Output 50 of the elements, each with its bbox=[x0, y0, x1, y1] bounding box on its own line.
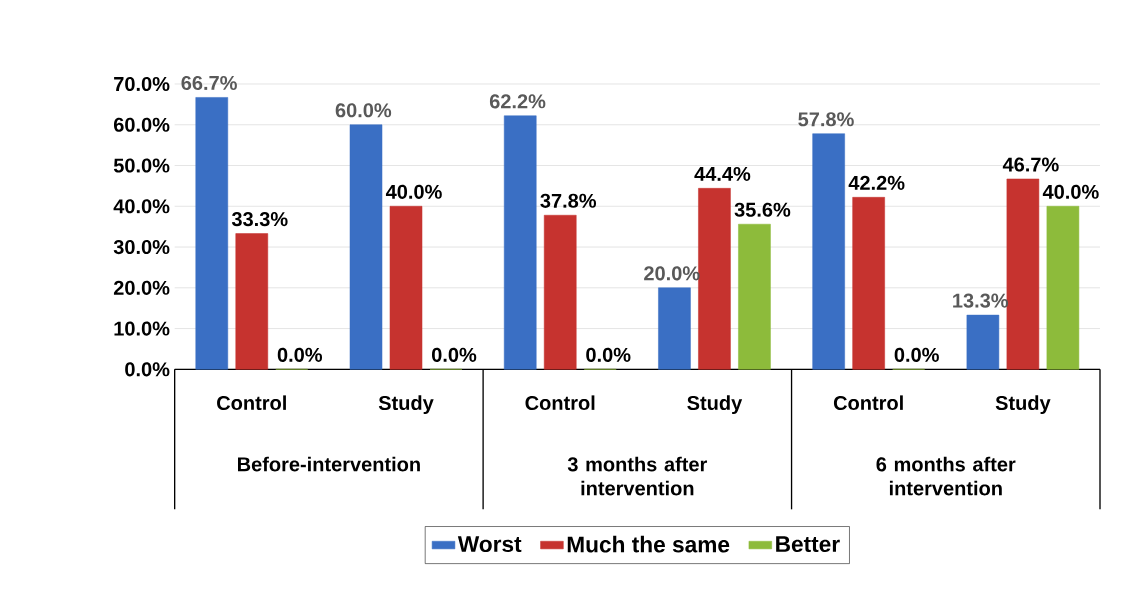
y-tick-label: 50.0% bbox=[113, 158, 170, 173]
bar bbox=[543, 215, 577, 370]
data-label: 62.2% bbox=[489, 94, 546, 109]
x-tick-label: Control bbox=[525, 395, 595, 411]
data-label: 42.2% bbox=[848, 175, 905, 191]
text: 3 months after intervention bbox=[567, 456, 708, 496]
bar bbox=[852, 197, 885, 370]
data-label: 37.8% bbox=[540, 193, 597, 209]
bar bbox=[812, 133, 845, 370]
data-label: 66.7% bbox=[181, 76, 237, 91]
y-tick-label: 0.0% bbox=[125, 362, 170, 377]
bar bbox=[698, 188, 731, 370]
bar bbox=[1006, 178, 1040, 370]
data-label: 57.8% bbox=[798, 112, 854, 127]
data-label: 0.0% bbox=[894, 347, 939, 363]
bar bbox=[503, 115, 537, 370]
data-label: 0.0% bbox=[586, 347, 631, 363]
legend-label: Worst bbox=[457, 536, 522, 553]
legend-label: Better bbox=[776, 536, 840, 553]
legend-label: Much the same bbox=[567, 536, 730, 553]
x-tick-label: Study bbox=[995, 395, 1051, 415]
text: 6 months after intervention bbox=[876, 456, 1016, 496]
bar bbox=[349, 124, 383, 370]
data-label: 35.6% bbox=[734, 202, 791, 218]
data-label: 44.4% bbox=[694, 167, 751, 182]
y-tick-label: 10.0% bbox=[114, 321, 170, 336]
y-tick-label: 70.0% bbox=[114, 77, 170, 92]
y-tick-label: 30.0% bbox=[113, 240, 170, 255]
bar bbox=[966, 315, 1000, 370]
text: Before-intervention bbox=[238, 456, 420, 472]
y-tick-label: 60.0% bbox=[113, 117, 170, 132]
x-tick-label: Study bbox=[378, 395, 434, 415]
bar bbox=[1046, 206, 1080, 370]
bar bbox=[195, 97, 229, 370]
x-tick-label: Study bbox=[687, 395, 743, 415]
y-tick-label: 20.0% bbox=[113, 280, 170, 296]
data-label: 40.0% bbox=[385, 184, 442, 200]
data-label: 46.7% bbox=[1002, 157, 1059, 172]
bar bbox=[235, 233, 269, 370]
bar bbox=[658, 287, 691, 370]
data-label: 0.0% bbox=[277, 347, 323, 363]
bar bbox=[389, 206, 423, 370]
bar bbox=[738, 224, 771, 370]
data-label: 33.3% bbox=[231, 212, 288, 227]
x-tick-label: Control bbox=[217, 395, 286, 411]
data-label: 40.0% bbox=[1042, 184, 1099, 200]
data-label: 0.0% bbox=[432, 347, 477, 363]
x-tick-label: Control bbox=[833, 395, 903, 411]
data-label: 60.0% bbox=[335, 103, 392, 118]
y-tick-label: 40.0% bbox=[113, 199, 170, 214]
